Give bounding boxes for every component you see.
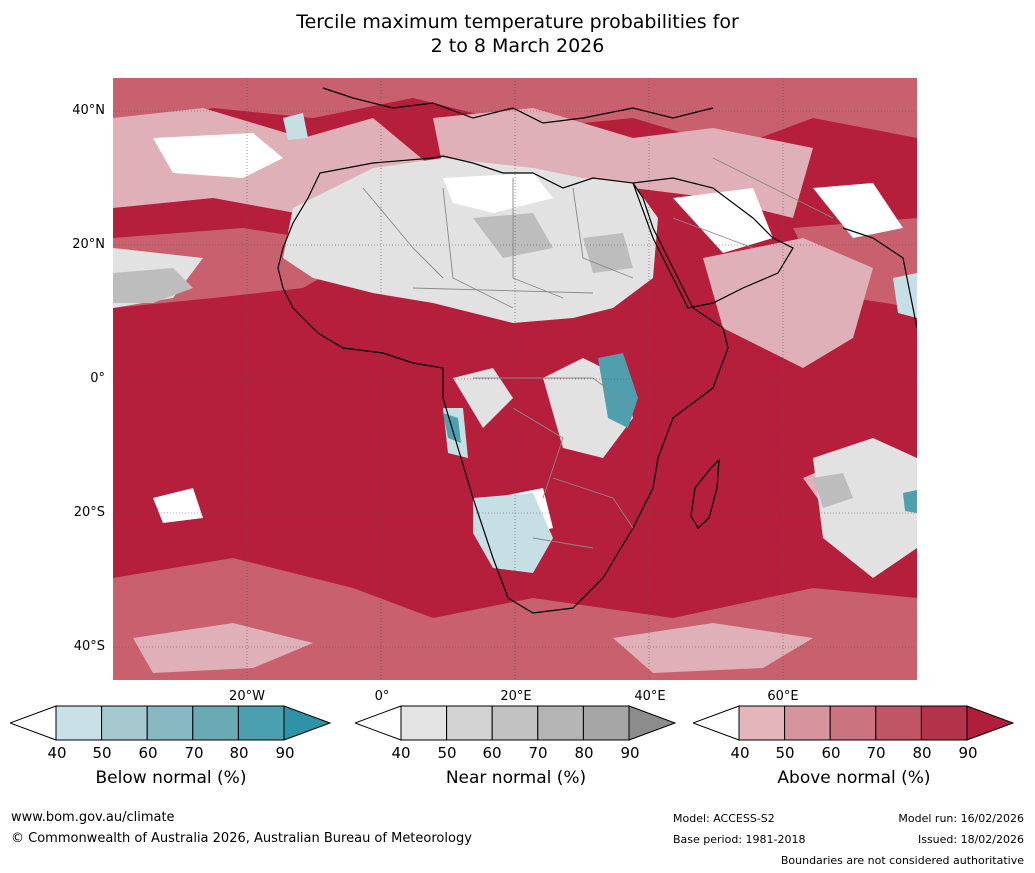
above-segment-4 — [875, 705, 922, 741]
chart-title-line-2: 2 to 8 March 2026 — [430, 35, 605, 57]
above-tick-80: 80 — [912, 744, 932, 762]
near-segment-4 — [537, 705, 584, 741]
near-tick-90: 90 — [620, 744, 640, 762]
chart-title-line-1: Tercile maximum temperature probabilitie… — [296, 11, 739, 33]
above-segment-2 — [784, 705, 831, 741]
below-segment-3 — [146, 705, 194, 741]
below-normal-label: Below normal (%) — [95, 768, 247, 788]
above-normal-label: Above normal (%) — [777, 768, 931, 788]
above-tick-40: 40 — [730, 744, 750, 762]
lon-label-0: 0° — [374, 689, 390, 704]
lon-label-20w: 20°W — [229, 689, 265, 704]
below-arrow-max — [283, 705, 332, 741]
above-arrow-min — [693, 705, 740, 741]
near-tick-50: 50 — [437, 744, 457, 762]
below-segment-5 — [237, 705, 285, 741]
graticule — [113, 78, 917, 680]
lat-label-equator: 0° — [90, 371, 105, 386]
near-tick-60: 60 — [482, 744, 502, 762]
near-arrow-max — [628, 705, 677, 741]
below-segment-4 — [192, 705, 239, 741]
base-period: Base period: 1981-2018 — [673, 833, 806, 846]
below-segment-1 — [55, 705, 103, 741]
boundaries-disclaimer: Boundaries are not considered authoritat… — [780, 854, 1024, 867]
below-tick-90: 90 — [275, 744, 295, 762]
issued-date: Issued: 18/02/2026 — [917, 833, 1024, 846]
model-run-date: Model run: 16/02/2026 — [898, 812, 1024, 825]
lon-label-60e: 60°E — [767, 689, 799, 704]
above-tick-60: 60 — [821, 744, 841, 762]
near-segment-5 — [582, 705, 630, 741]
below-arrow-min — [10, 705, 57, 741]
near-tick-40: 40 — [391, 744, 411, 762]
above-tick-70: 70 — [866, 744, 886, 762]
below-tick-70: 70 — [184, 744, 204, 762]
arabia-coastline — [632, 177, 794, 309]
above-normal-colorbar — [693, 705, 1015, 741]
probability-map — [113, 78, 917, 680]
near-tick-80: 80 — [574, 744, 594, 762]
india-coastline — [842, 227, 917, 329]
near-arrow-min — [355, 705, 402, 741]
europe-coastline — [322, 87, 714, 124]
below-normal-colorbar — [10, 705, 332, 741]
copyright-notice: © Commonwealth of Australia 2026, Austra… — [11, 831, 472, 846]
below-segment-2 — [101, 705, 148, 741]
below-tick-40: 40 — [47, 744, 67, 762]
madagascar-coastline — [690, 458, 720, 529]
lat-label-20s: 20°S — [73, 505, 105, 520]
near-segment-3 — [491, 705, 539, 741]
lon-label-40e: 40°E — [634, 689, 666, 704]
lon-label-20e: 20°E — [500, 689, 532, 704]
above-arrow-max — [966, 705, 1015, 741]
country-boundaries — [362, 157, 834, 549]
above-segment-1 — [738, 705, 786, 741]
near-segment-1 — [400, 705, 448, 741]
lat-label-40s: 40°S — [73, 639, 105, 654]
above-tick-90: 90 — [958, 744, 978, 762]
below-tick-80: 80 — [229, 744, 249, 762]
above-tick-50: 50 — [775, 744, 795, 762]
lat-label-20n: 20°N — [72, 237, 105, 252]
model-name: Model: ACCESS-S2 — [673, 812, 775, 825]
near-segment-2 — [446, 705, 493, 741]
lat-label-40n: 40°N — [72, 103, 105, 118]
website-link[interactable]: www.bom.gov.au/climate — [11, 810, 175, 825]
above-segment-5 — [920, 705, 968, 741]
above-segment-3 — [829, 705, 877, 741]
near-normal-label: Near normal (%) — [445, 768, 587, 788]
near-normal-colorbar — [355, 705, 677, 741]
near-tick-70: 70 — [528, 744, 548, 762]
below-tick-60: 60 — [138, 744, 158, 762]
below-tick-50: 50 — [92, 744, 112, 762]
